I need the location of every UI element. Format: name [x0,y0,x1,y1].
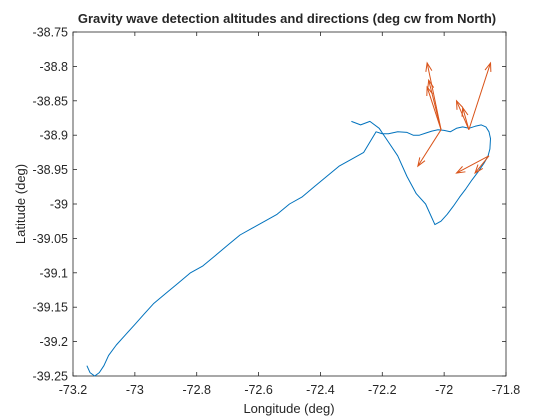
arrow-head [427,78,435,90]
direction-arrow [427,78,442,130]
arrow-head [425,61,433,72]
direction-arrow [461,106,470,130]
x-tick-label: -72.6 [244,383,273,397]
arrow-head [484,61,492,72]
arrow-head [426,85,434,97]
y-tick-label: -39.2 [40,335,69,349]
data-series [86,120,491,377]
y-tick-label: -39.15 [33,301,68,315]
x-tick-label: -73.2 [59,383,88,397]
y-tick-label: -38.75 [33,26,68,40]
arrow-head [461,106,469,117]
x-tick-label: -71.8 [492,383,521,397]
arrow-shaft [474,155,490,174]
x-axis-ticks: -73.2 -73 -72.8 -72.6 -72.4 -72.2 -72 -71.8 [59,32,521,397]
y-tick-label: -38.9 [40,129,69,143]
arrow-shaft [417,129,442,167]
x-tick-label: -72.8 [182,383,211,397]
direction-arrow [417,129,442,168]
direction-arrow [455,155,490,174]
x-tick-label: -72 [435,383,453,397]
arrow-shaft [468,62,492,130]
chart-title: Gravity wave detection altitudes and dir… [78,11,496,26]
direction-arrow [468,61,492,130]
arrow-shaft [456,155,490,174]
direction-arrow [474,155,490,175]
y-tick-label: -38.95 [33,163,68,177]
direction-arrow [426,85,442,130]
x-tick-label: -73 [126,383,144,397]
arrow-head [474,164,484,175]
y-axis-ticks: -38.75 -38.8 -38.85 -38.9 -38.95 -39 -39.05 -39… [33,26,506,384]
direction-arrow [455,99,470,130]
arrow-shaft [426,86,442,130]
y-tick-label: -39.1 [40,266,69,280]
y-tick-label: -38.8 [40,60,69,74]
y-axis-label: Latitude (deg) [13,164,28,244]
x-axis-label: Longitude (deg) [243,401,334,416]
arrow-head [455,166,466,174]
arrow-shaft [462,107,470,130]
arrow-shaft [428,80,442,130]
y-tick-label: -38.85 [33,94,68,108]
arrow-head [417,157,426,168]
arrow-head [455,99,464,110]
y-tick-label: -39.05 [33,232,68,246]
y-tick-label: -39.25 [33,370,68,384]
y-tick-label: -39 [50,198,68,212]
arrow-shaft [456,100,470,130]
x-tick-label: -72.4 [306,383,335,397]
direction-arrows [417,61,492,175]
flight-track-line [86,120,491,377]
x-tick-label: -72.2 [368,383,397,397]
